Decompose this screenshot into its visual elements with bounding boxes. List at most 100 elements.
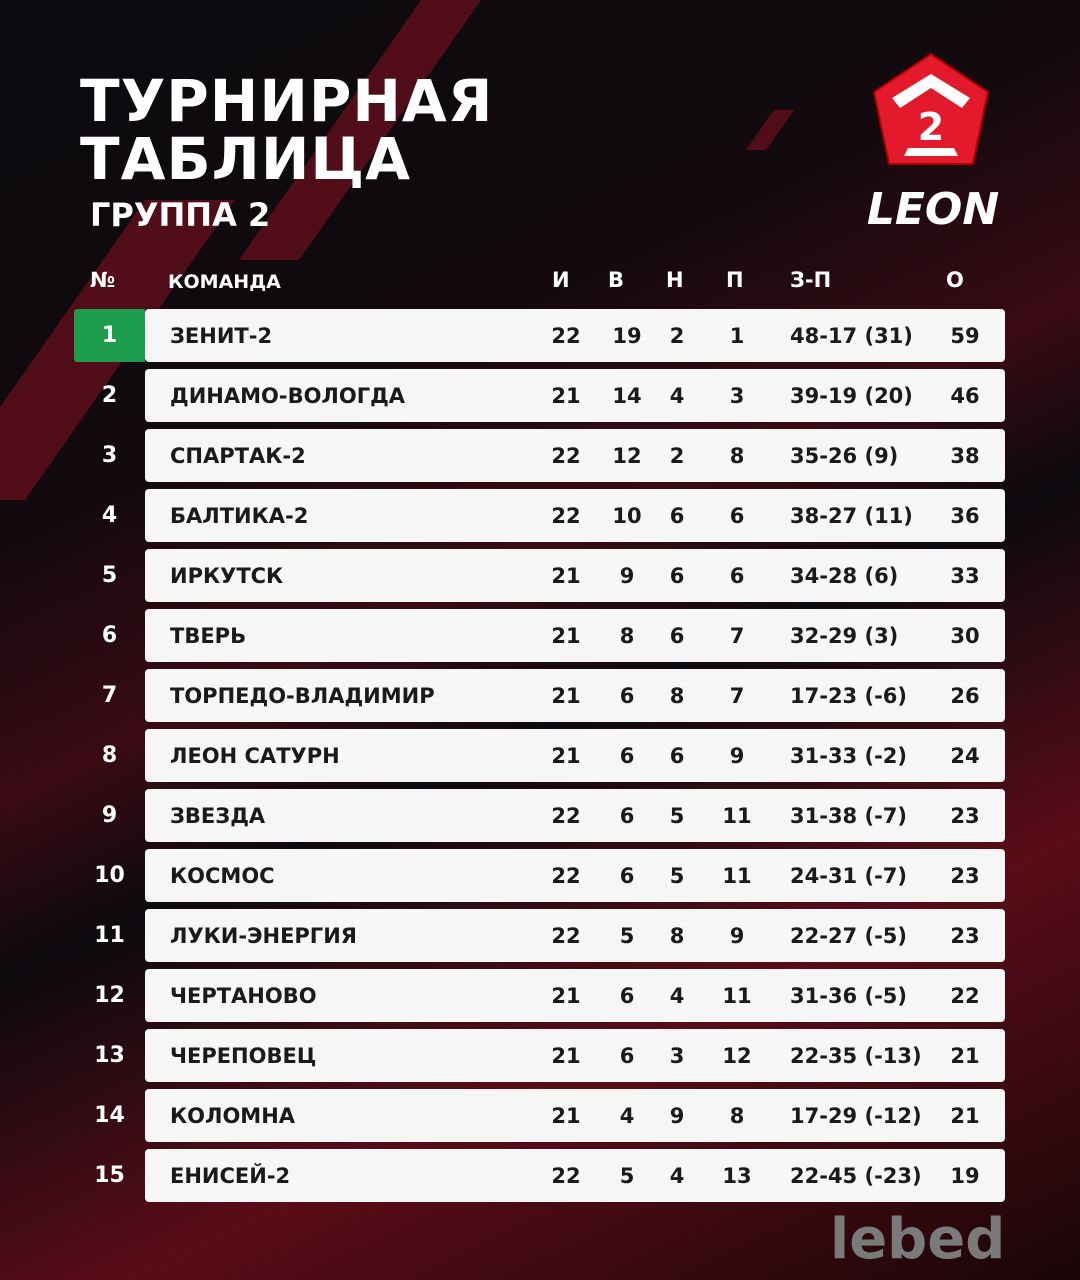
lost-cell: 12 xyxy=(722,1044,752,1068)
table-row: ЛЕОН САТУРН 21 6 6 9 31-33 (-2) 24 xyxy=(145,729,1005,782)
points-cell: 22 xyxy=(950,984,980,1008)
goals-cell: 24-31 (-7) xyxy=(790,864,907,888)
table-row: СПАРТАК-2 22 12 2 8 35-26 (9) 38 xyxy=(145,429,1005,482)
bg-stripe xyxy=(745,110,795,150)
points-cell: 59 xyxy=(950,324,980,348)
goals-cell: 32-29 (3) xyxy=(790,624,899,648)
table-row: ЗЕНИТ-2 22 19 2 1 48-17 (31) 59 xyxy=(145,309,1005,362)
svg-text:2: 2 xyxy=(918,105,944,149)
page-title: ТУРНИРНАЯ ТАБЛИЦА xyxy=(80,72,493,188)
played-cell: 21 xyxy=(551,384,581,408)
pentagon-badge-icon: 2 LEON xyxy=(867,52,999,235)
won-cell: 6 xyxy=(619,1044,635,1068)
won-cell: 19 xyxy=(612,324,642,348)
col-played: И xyxy=(552,268,570,292)
rank-cell: 14 xyxy=(94,1103,125,1128)
lost-cell: 11 xyxy=(722,984,752,1008)
drawn-cell: 6 xyxy=(669,744,685,768)
won-cell: 6 xyxy=(619,744,635,768)
col-rank: № xyxy=(90,268,116,292)
watermark: lebed xyxy=(830,1207,1006,1272)
col-drawn: Н xyxy=(666,268,684,292)
drawn-cell: 3 xyxy=(669,1044,685,1068)
won-cell: 12 xyxy=(612,444,642,468)
played-cell: 21 xyxy=(551,744,581,768)
won-cell: 6 xyxy=(619,684,635,708)
table-row: ИРКУТСК 21 9 6 6 34-28 (6) 33 xyxy=(145,549,1005,602)
team-cell: ИРКУТСК xyxy=(170,564,284,588)
goals-cell: 38-27 (11) xyxy=(790,504,913,528)
won-cell: 10 xyxy=(612,504,642,528)
rank-cell: 6 xyxy=(101,623,118,648)
won-cell: 5 xyxy=(619,1164,635,1188)
played-cell: 22 xyxy=(551,1164,581,1188)
played-cell: 21 xyxy=(551,1044,581,1068)
points-cell: 23 xyxy=(950,804,980,828)
table-row: ДИНАМО-ВОЛОГДА 21 14 4 3 39-19 (20) 46 xyxy=(145,369,1005,422)
rank-cell: 5 xyxy=(101,563,118,588)
won-cell: 14 xyxy=(612,384,642,408)
lost-cell: 1 xyxy=(729,324,745,348)
table-row: ЗВЕЗДА 22 6 5 11 31-38 (-7) 23 xyxy=(145,789,1005,842)
lost-cell: 8 xyxy=(729,444,745,468)
played-cell: 22 xyxy=(551,804,581,828)
goals-cell: 35-26 (9) xyxy=(790,444,899,468)
points-cell: 21 xyxy=(950,1044,980,1068)
played-cell: 21 xyxy=(551,684,581,708)
drawn-cell: 8 xyxy=(669,924,685,948)
group-subtitle: ГРУППА 2 xyxy=(90,196,271,234)
won-cell: 6 xyxy=(619,984,635,1008)
team-cell: ТОРПЕДО-ВЛАДИМИР xyxy=(170,684,435,708)
lost-cell: 8 xyxy=(729,1104,745,1128)
rank-cell: 3 xyxy=(101,443,118,468)
rank-cell: 4 xyxy=(101,503,118,528)
team-cell: ЗВЕЗДА xyxy=(170,804,266,828)
rank-cell: 13 xyxy=(94,1043,125,1068)
table-row: КОЛОМНА 21 4 9 8 17-29 (-12) 21 xyxy=(145,1089,1005,1142)
col-points: О xyxy=(946,268,964,292)
drawn-cell: 2 xyxy=(669,324,685,348)
goals-cell: 22-45 (-23) xyxy=(790,1164,922,1188)
table-row: ЛУКИ-ЭНЕРГИЯ 22 5 8 9 22-27 (-5) 23 xyxy=(145,909,1005,962)
table-row: ТОРПЕДО-ВЛАДИМИР 21 6 8 7 17-23 (-6) 26 xyxy=(145,669,1005,722)
goals-cell: 39-19 (20) xyxy=(790,384,913,408)
rank-cell: 7 xyxy=(101,683,118,708)
drawn-cell: 8 xyxy=(669,684,685,708)
drawn-cell: 6 xyxy=(669,624,685,648)
played-cell: 21 xyxy=(551,564,581,588)
won-cell: 6 xyxy=(619,864,635,888)
team-cell: КОЛОМНА xyxy=(170,1104,296,1128)
lost-cell: 11 xyxy=(722,864,752,888)
table-row: ЕНИСЕЙ-2 22 5 4 13 22-45 (-23) 19 xyxy=(145,1149,1005,1202)
table-row: КОСМОС 22 6 5 11 24-31 (-7) 23 xyxy=(145,849,1005,902)
drawn-cell: 6 xyxy=(669,564,685,588)
goals-cell: 22-35 (-13) xyxy=(790,1044,922,1068)
points-cell: 23 xyxy=(950,924,980,948)
lost-cell: 13 xyxy=(722,1164,752,1188)
leon-wordmark: LEON xyxy=(867,184,999,235)
points-cell: 21 xyxy=(950,1104,980,1128)
goals-cell: 31-33 (-2) xyxy=(790,744,907,768)
rank-cell: 15 xyxy=(94,1163,125,1188)
team-cell: СПАРТАК-2 xyxy=(170,444,306,468)
team-cell: ЛУКИ-ЭНЕРГИЯ xyxy=(170,924,357,948)
rank-cell: 1 xyxy=(74,309,145,362)
rank-cell: 10 xyxy=(94,863,125,888)
table-row: ЧЕРЕПОВЕЦ 21 6 3 12 22-35 (-13) 21 xyxy=(145,1029,1005,1082)
played-cell: 22 xyxy=(551,504,581,528)
played-cell: 21 xyxy=(551,1104,581,1128)
table-row: БАЛТИКА-2 22 10 6 6 38-27 (11) 36 xyxy=(145,489,1005,542)
team-cell: ЗЕНИТ-2 xyxy=(170,324,273,348)
team-cell: ТВЕРЬ xyxy=(170,624,247,648)
drawn-cell: 6 xyxy=(669,504,685,528)
team-cell: ДИНАМО-ВОЛОГДА xyxy=(170,384,406,408)
lost-cell: 11 xyxy=(722,804,752,828)
points-cell: 26 xyxy=(950,684,980,708)
goals-cell: 48-17 (31) xyxy=(790,324,913,348)
played-cell: 22 xyxy=(551,924,581,948)
team-cell: БАЛТИКА-2 xyxy=(170,504,309,528)
lost-cell: 9 xyxy=(729,744,745,768)
played-cell: 21 xyxy=(551,984,581,1008)
title-line-1: ТУРНИРНАЯ xyxy=(80,67,494,135)
points-cell: 23 xyxy=(950,864,980,888)
